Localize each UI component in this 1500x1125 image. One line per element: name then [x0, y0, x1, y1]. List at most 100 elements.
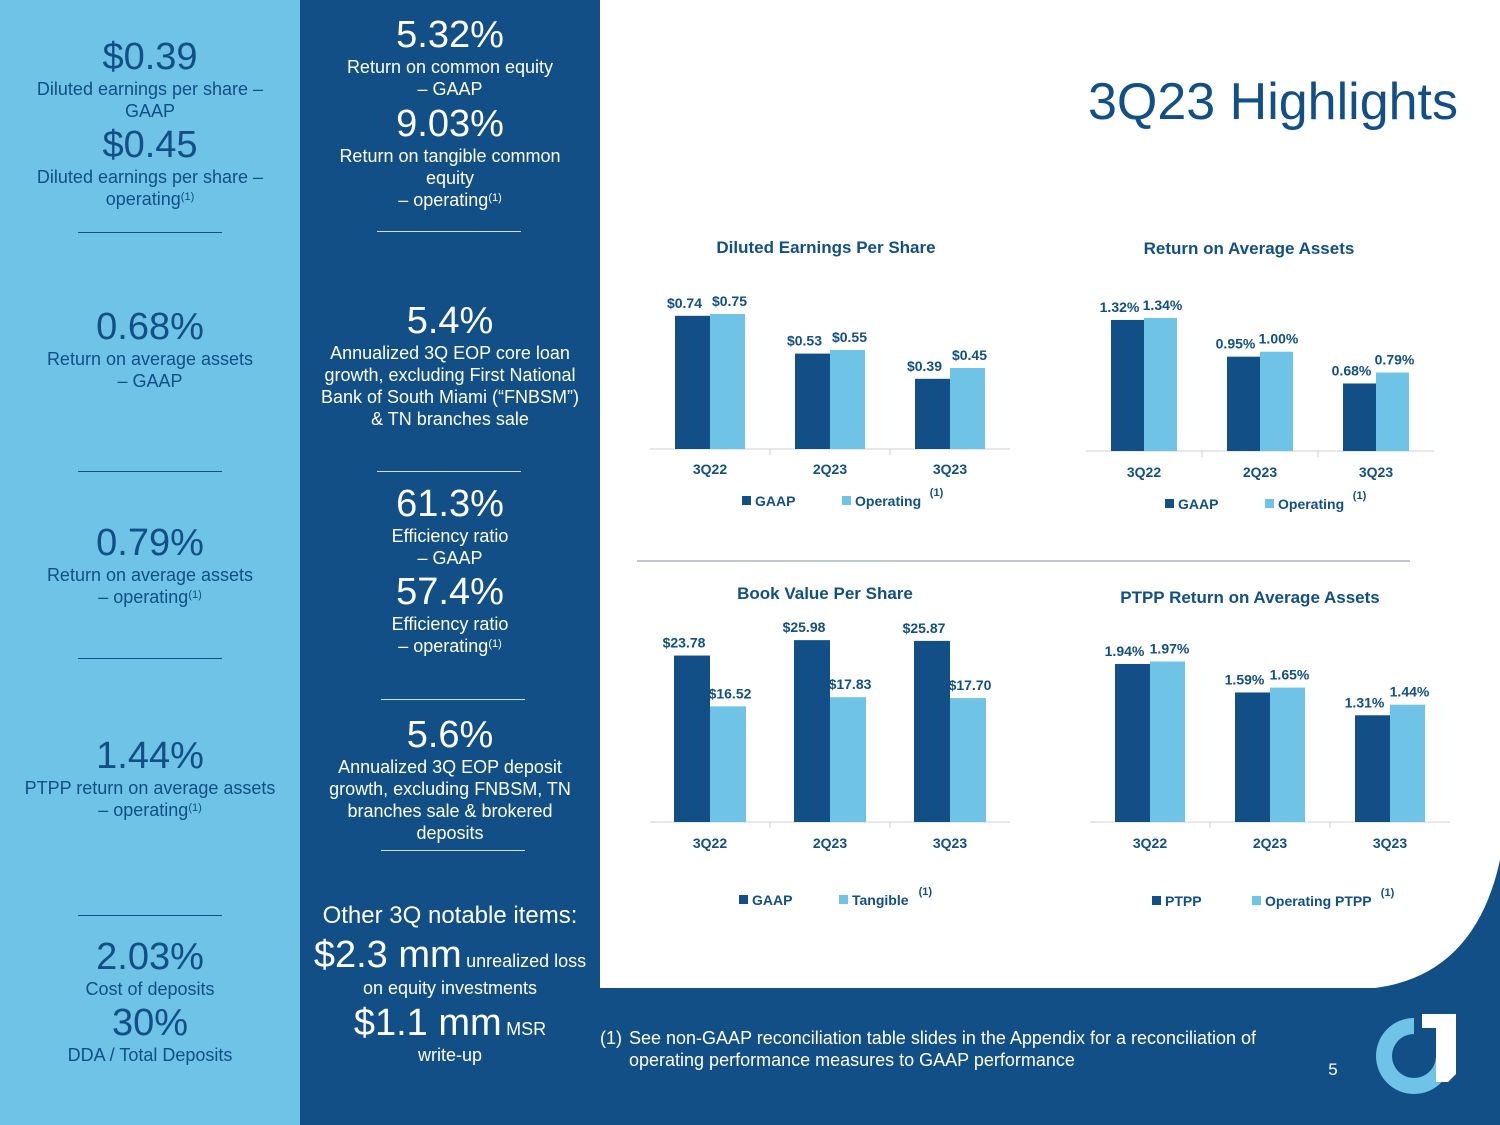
- legend-swatch: [1165, 499, 1174, 508]
- data-label: $23.78: [663, 635, 706, 651]
- x-tick-label: 3Q22: [1127, 464, 1161, 480]
- data-label: 0.95%: [1216, 336, 1256, 352]
- legend-swatch: [739, 895, 748, 904]
- cost-of-deposits-metric: 2.03% Cost of deposits: [0, 936, 300, 1000]
- x-tick-label: 3Q22: [1133, 835, 1167, 851]
- legend-footnote-ref: (1): [1353, 490, 1367, 502]
- deposit-growth-metric: 5.6% Annualized 3Q EOP deposit growth, e…: [300, 714, 600, 844]
- x-tick-label: 3Q23: [933, 835, 967, 851]
- bar-gaap: [914, 640, 950, 822]
- data-label: 1.44%: [1390, 684, 1430, 700]
- loan-growth-line-1: Annualized 3Q EOP core loan: [330, 343, 570, 363]
- divider: [381, 850, 525, 851]
- footnote-ref: (1): [188, 589, 202, 601]
- bar-gaap: [795, 353, 830, 449]
- loan-growth-metric: 5.4% Annualized 3Q EOP core loan growth,…: [300, 300, 600, 430]
- deposit-growth-value: 5.6%: [406, 714, 494, 756]
- bar-operating: [710, 314, 745, 449]
- data-label: 1.31%: [1345, 694, 1385, 710]
- bar-gaap: [1111, 319, 1144, 451]
- loan-growth-line-2: growth, excluding First National: [324, 365, 576, 385]
- efficiency-operating-label: Efficiency ratio: [391, 614, 509, 634]
- bar-operating-ptpp: [1150, 661, 1185, 822]
- bar-ptpp: [1235, 692, 1270, 822]
- left-metrics-column: $0.39 Diluted earnings per share – GAAP …: [0, 0, 300, 1125]
- bar-operating: [1260, 351, 1293, 451]
- legend-footnote-ref: (1): [1381, 887, 1395, 899]
- divider: [78, 232, 222, 233]
- legend-label: GAAP: [1178, 496, 1218, 512]
- x-tick-label: 3Q23: [1373, 835, 1407, 851]
- deposit-growth-line-4: deposits: [416, 823, 484, 843]
- chart-title: Diluted Earnings Per Share: [716, 238, 935, 257]
- notable-item-2-text: MSR: [506, 1019, 547, 1039]
- divider: [377, 471, 521, 472]
- loan-growth-line-4: & TN branches sale: [371, 409, 529, 429]
- legend-label: GAAP: [752, 892, 792, 908]
- efficiency-operating-label-2: – operating: [398, 636, 489, 656]
- rotce-operating-metric: 9.03% Return on tangible common equity –…: [300, 103, 600, 211]
- notable-item-1-amount: $2.3 mm: [313, 934, 462, 976]
- x-tick-label: 3Q22: [693, 835, 727, 851]
- data-label: $0.53: [787, 333, 822, 349]
- notable-items: Other 3Q notable items: $2.3 mm unrealiz…: [300, 902, 600, 1066]
- chart-title: Book Value Per Share: [737, 584, 913, 603]
- data-label: 1.00%: [1259, 331, 1299, 347]
- cost-of-deposits-label: Cost of deposits: [85, 979, 215, 999]
- roaa-operating-label: Return on average assets: [46, 565, 254, 585]
- dda-ratio-label: DDA / Total Deposits: [67, 1045, 233, 1065]
- divider: [78, 471, 222, 472]
- x-tick-label: 3Q22: [693, 461, 727, 477]
- efficiency-gaap-label-2: – GAAP: [417, 548, 483, 568]
- ptpp-roaa-label: PTPP return on average assets: [24, 778, 276, 798]
- footnote-text: See non-GAAP reconciliation table slides…: [629, 1028, 1257, 1070]
- roce-gaap-value: 5.32%: [396, 14, 504, 56]
- company-logo: [1376, 1014, 1456, 1094]
- notable-item-2-text-2: write-up: [417, 1045, 483, 1065]
- deposit-growth-line-2: growth, excluding FNBSM, TN: [329, 779, 571, 799]
- divider: [377, 231, 521, 232]
- ptpp-roaa-label-2: – operating: [98, 800, 189, 820]
- notable-heading: Other 3Q notable items:: [322, 902, 578, 929]
- data-label: $0.75: [712, 293, 747, 309]
- cost-of-deposits-value: 2.03%: [96, 936, 204, 978]
- rotce-operating-label-2: equity: [425, 168, 475, 188]
- x-tick-label: 2Q23: [813, 835, 847, 851]
- loan-growth-value: 5.4%: [406, 300, 494, 342]
- bar-operating-ptpp: [1270, 687, 1305, 822]
- efficiency-operating-metric: 57.4% Efficiency ratio – operating(1): [300, 571, 600, 657]
- data-label: $0.74: [667, 295, 702, 311]
- legend-swatch: [842, 496, 851, 505]
- notable-item-2-amount: $1.1 mm: [353, 1002, 502, 1044]
- roaa-gaap-label: Return on average assets: [46, 349, 254, 369]
- deposit-growth-line-1: Annualized 3Q EOP deposit: [338, 757, 562, 777]
- efficiency-operating-value: 57.4%: [396, 571, 504, 613]
- data-label: 0.79%: [1375, 352, 1415, 368]
- roaa-operating-label-2: – operating: [98, 587, 189, 607]
- data-label: 1.94%: [1105, 643, 1145, 659]
- legend-footnote-ref: (1): [930, 487, 944, 499]
- roaa-gaap-label-2: – GAAP: [117, 371, 183, 391]
- bar-tangible: [710, 706, 746, 822]
- eps-gaap-metric: $0.39 Diluted earnings per share – GAAP: [0, 36, 300, 122]
- bar-operating: [1144, 317, 1177, 451]
- bar-gaap: [915, 378, 950, 449]
- bar-tangible: [830, 697, 866, 822]
- legend-label: Operating: [1278, 496, 1344, 512]
- roce-gaap-label-2: – GAAP: [417, 79, 483, 99]
- bar-gaap: [674, 655, 710, 822]
- chart-title: PTPP Return on Average Assets: [1120, 588, 1380, 607]
- bar-tangible: [950, 698, 986, 822]
- legend-label: Operating: [855, 493, 921, 509]
- legend-label: Operating PTPP: [1265, 893, 1372, 909]
- notable-item-1-text-2: on equity investments: [362, 978, 538, 998]
- data-label: 0.68%: [1332, 362, 1372, 378]
- data-label: $16.52: [709, 685, 752, 701]
- data-label: 1.65%: [1270, 667, 1310, 683]
- roaa-gaap-metric: 0.68% Return on average assets – GAAP: [0, 306, 300, 392]
- middle-metrics-column: [300, 0, 600, 1125]
- bar-operating-ptpp: [1390, 704, 1425, 822]
- rotce-operating-value: 9.03%: [396, 103, 504, 145]
- footnote-mark: (1): [600, 1028, 622, 1048]
- eps-gaap-label-2: GAAP: [124, 101, 176, 121]
